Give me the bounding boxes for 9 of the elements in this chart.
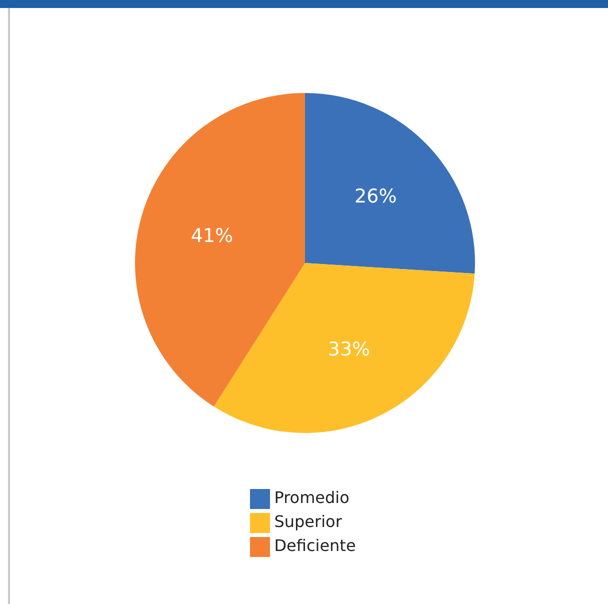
legend-label: Promedio (274, 488, 350, 507)
data-label: 26% (354, 186, 397, 208)
pie-slice (214, 263, 475, 433)
legend-label: Superior (274, 512, 342, 531)
data-label: 41% (190, 224, 234, 247)
pie-slice (305, 93, 475, 274)
legend-label: Deficiente (274, 536, 356, 555)
data-label: 33% (328, 338, 370, 360)
pie-slice (135, 93, 305, 407)
